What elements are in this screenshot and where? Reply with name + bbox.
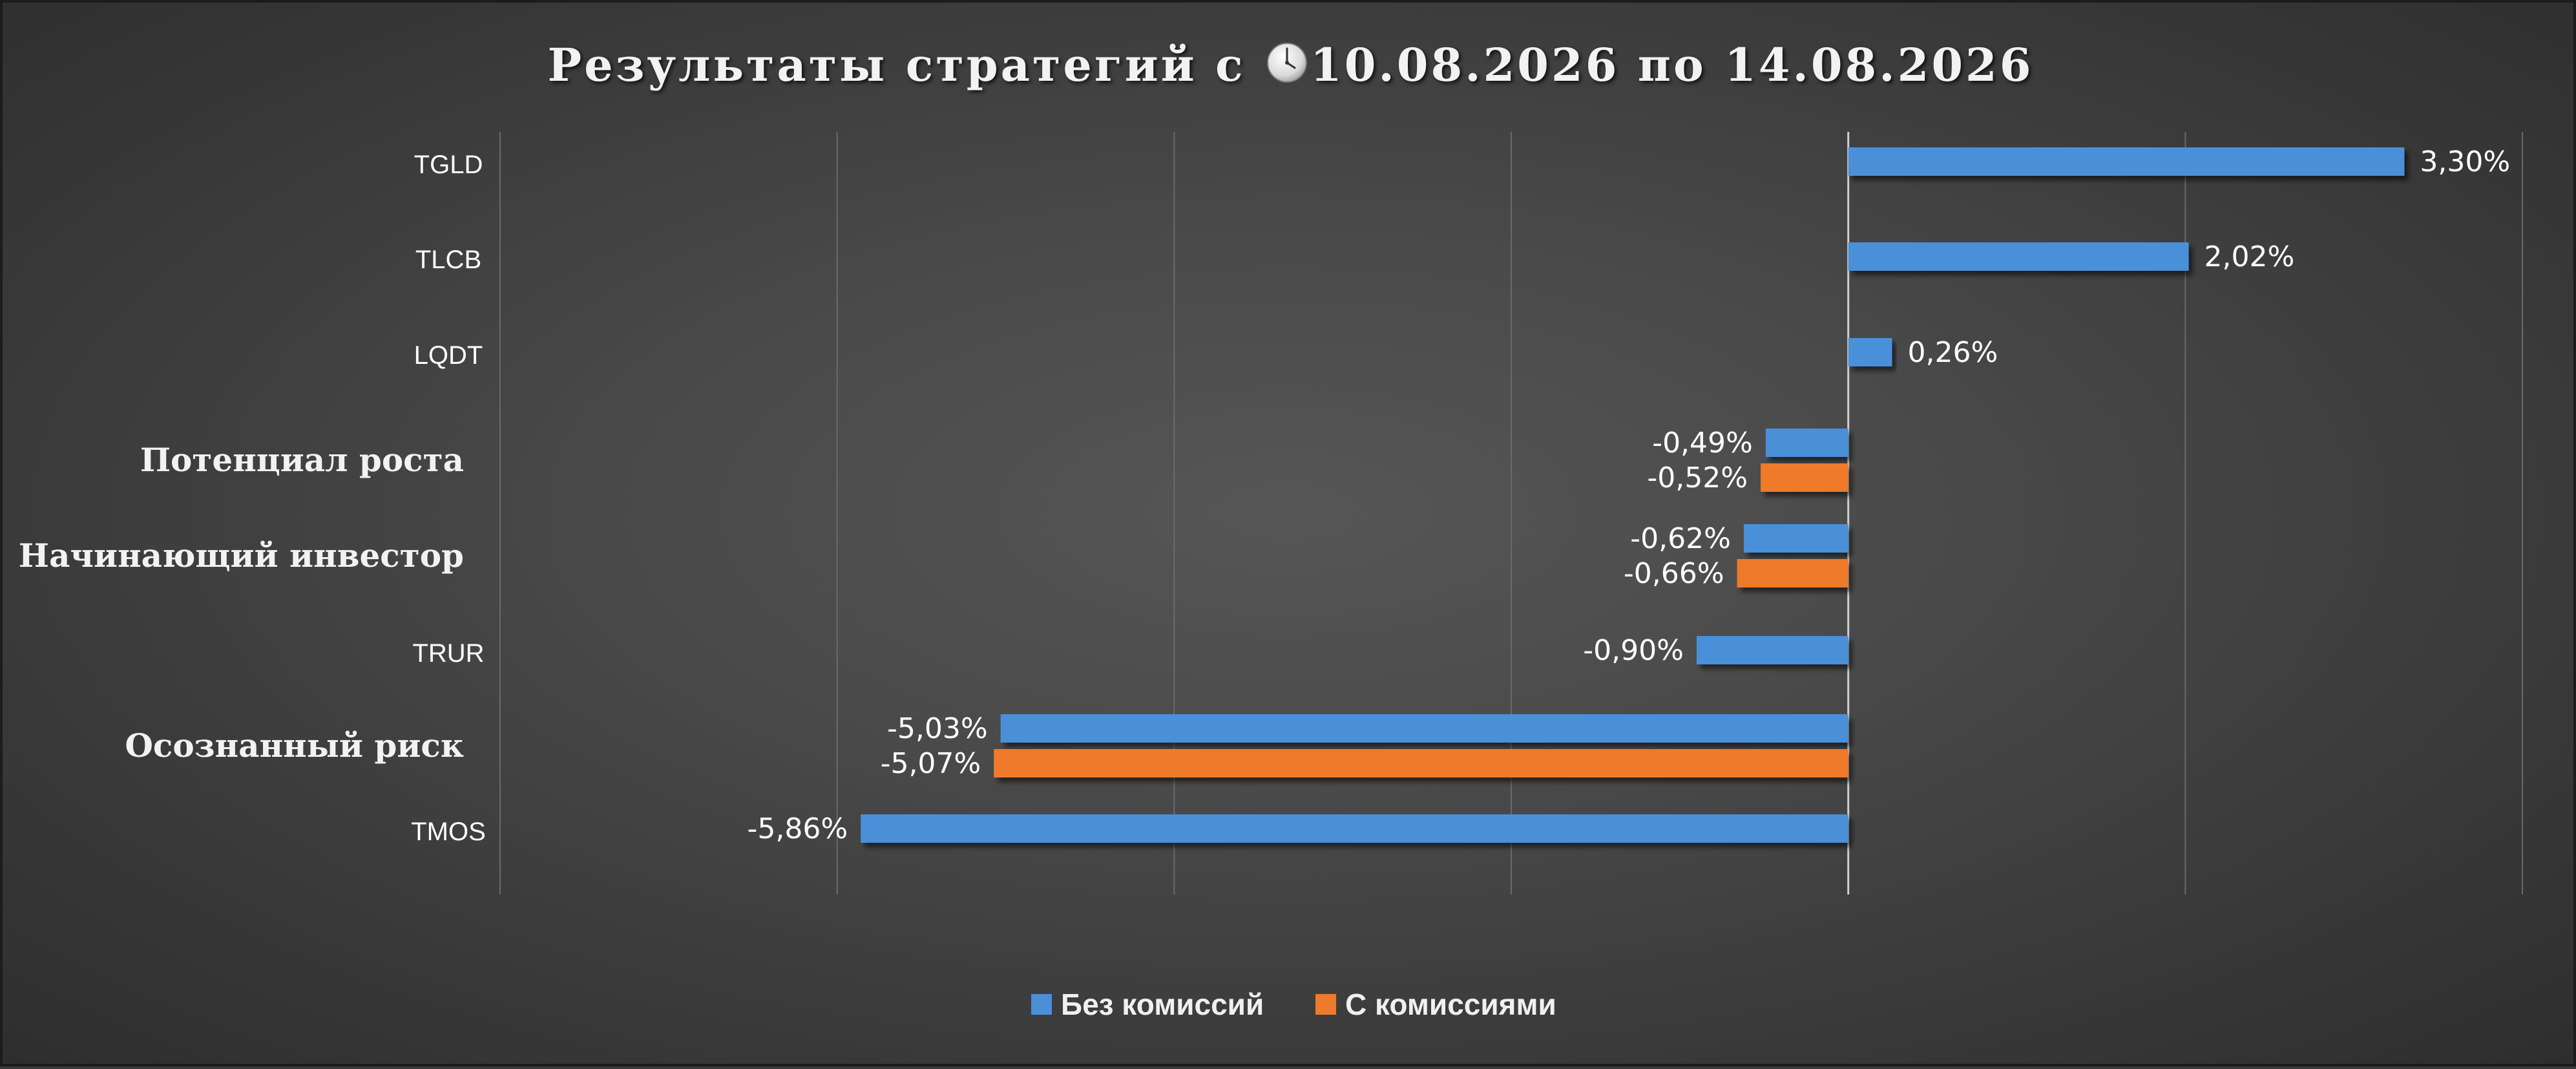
bar-no-fee-6 [1000, 714, 1848, 743]
chart-title: Результаты стратегий с 10.08.2026 по 14.… [3, 38, 2576, 92]
chart-title-dates: 10.08.2026 по 14.08.2026 [1310, 38, 2034, 92]
data-label-with-fee-4: -0,66% [1624, 557, 1724, 590]
category-label-7: TMOS [411, 818, 486, 846]
bar-no-fee-4 [1743, 524, 1848, 553]
data-label-with-fee-6: -5,07% [881, 747, 981, 780]
bar-no-fee-5 [1696, 636, 1848, 664]
bar-with-fee-3 [1761, 463, 1848, 492]
legend-label-0: Без комиссий [1061, 988, 1264, 1021]
chart-title-prefix: Результаты стратегий с [547, 38, 1246, 92]
bar-with-fee-4 [1737, 559, 1848, 587]
data-label-no-fee-6: -5,03% [887, 712, 988, 745]
legend-swatch-0 [1031, 994, 1052, 1015]
category-label-4: Начинающий инвестор [19, 536, 464, 575]
data-label-no-fee-0: 3,30% [2420, 145, 2510, 178]
bar-no-fee-0 [1848, 147, 2405, 176]
data-label-no-fee-2: 0,26% [1907, 336, 1998, 369]
category-labels: TGLD TLCB LQDT Потенциал роста Начинающий ин… [19, 151, 486, 846]
data-label-no-fee-3: -0,49% [1652, 427, 1753, 460]
legend: Без комиссий С комиссиями [1031, 988, 1556, 1021]
data-label-no-fee-4: -0,62% [1630, 522, 1731, 555]
data-labels: 3,30% 2,02% 0,26% -0,49%-0,52% -0,62%-0,66% -… [748, 145, 2511, 845]
category-label-1: TLCB [415, 246, 481, 274]
category-label-0: TGLD [414, 151, 483, 179]
category-label-6: Осознанный риск [125, 726, 464, 765]
category-label-5: TRUR [412, 639, 484, 668]
bar-no-fee-2 [1848, 338, 1892, 366]
bar-no-fee-7 [861, 814, 1848, 843]
data-label-with-fee-3: -0,52% [1647, 461, 1748, 494]
bar-with-fee-6 [994, 749, 1848, 778]
bar-no-fee-3 [1765, 429, 1848, 457]
legend-swatch-1 [1315, 994, 1336, 1015]
data-label-no-fee-1: 2,02% [2204, 240, 2295, 273]
legend-label-1: С комиссиями [1345, 988, 1556, 1021]
bar-no-fee-1 [1848, 242, 2189, 271]
data-label-no-fee-5: -0,90% [1583, 634, 1684, 667]
bars [861, 147, 2405, 843]
category-label-2: LQDT [414, 341, 483, 370]
bar-chart: 3,30% 2,02% 0,26% -0,49%-0,52% -0,62%-0,66% -… [19, 132, 2523, 1021]
clock-icon [1267, 43, 1308, 83]
category-label-3: Потенциал роста [140, 441, 464, 479]
data-label-no-fee-7: -5,86% [748, 812, 848, 845]
